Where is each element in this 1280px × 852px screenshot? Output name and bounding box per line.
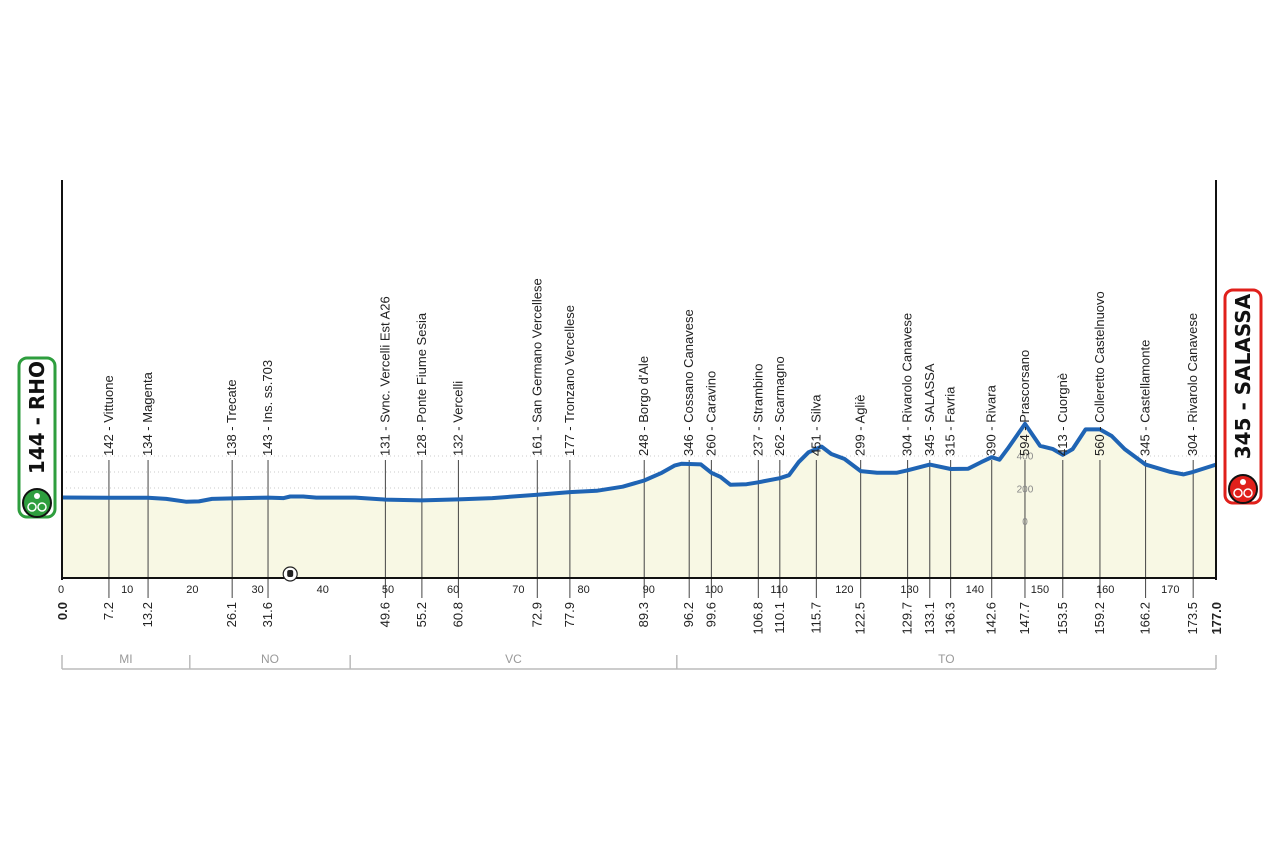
- cyclist-icon-wheel: [1243, 488, 1253, 498]
- profile-line: [61, 421, 1217, 504]
- waypoint-km: 60.8: [450, 602, 465, 627]
- waypoint-km: 106.8: [750, 602, 765, 635]
- waypoint-label: 262 - Scarmagno: [772, 356, 787, 456]
- waypoint-label: 390 - Rivara: [984, 384, 999, 456]
- waypoint-label: 304 - Rivarolo Canavese: [900, 313, 915, 456]
- waypoint-label: 304 - Rivarolo Canavese: [1185, 313, 1200, 456]
- y-tick-label: 200: [1017, 484, 1034, 495]
- waypoint-label: 132 - Vercelli: [450, 381, 465, 456]
- cyclist-icon-wheel: [37, 502, 47, 512]
- tunnel-icon-inner: [287, 570, 294, 577]
- waypoint-label: 131 - Svnc. Vercelli Est A26: [377, 296, 392, 456]
- x-tick-label: 140: [966, 584, 984, 596]
- waypoint-km: 77.9: [562, 602, 577, 627]
- waypoint-km: 49.6: [377, 602, 392, 627]
- x-tick-label: 30: [251, 584, 263, 596]
- waypoint-km: 129.7: [900, 602, 915, 635]
- x-tick-label: 50: [382, 584, 394, 596]
- cyclist-icon-wheel: [1233, 488, 1243, 498]
- waypoint-km: 99.6: [703, 602, 718, 627]
- waypoint-km: 115.7: [808, 602, 823, 634]
- region-label: MI: [119, 652, 132, 666]
- waypoint-label: 161 - San Germano Vercellese: [529, 278, 544, 456]
- waypoint-labels: 142 - Vittuone 7.2 134 - Magenta 13.2 138 - …: [101, 278, 1200, 634]
- waypoint-km: 72.9: [529, 602, 544, 627]
- waypoint-label: 134 - Magenta: [140, 371, 155, 456]
- waypoint-km: 136.3: [943, 602, 958, 635]
- waypoint-label: 138 - Trecate: [224, 379, 239, 456]
- y-tick-label: 400: [1017, 452, 1034, 463]
- region-label: VC: [505, 652, 522, 666]
- waypoint-km: 110.1: [772, 602, 787, 634]
- region-label: NO: [261, 652, 279, 666]
- waypoint-lines: [108, 460, 1194, 598]
- waypoint-km: 153.5: [1055, 602, 1070, 635]
- x-tick-label: 10: [121, 584, 133, 596]
- waypoint-label: 142 - Vittuone: [101, 375, 116, 456]
- waypoint-label: 128 - Ponte Fiume Sesia: [414, 312, 429, 456]
- x-tick-label: 160: [1096, 584, 1114, 596]
- waypoint-label: 413 - Cuorgnè: [1055, 373, 1070, 456]
- cyclist-icon-wheel: [27, 502, 37, 512]
- x-tick-label: 170: [1161, 584, 1179, 596]
- x-tick-label: 130: [900, 584, 918, 596]
- waypoint-km: 26.1: [224, 602, 239, 627]
- start-km: 0.0: [55, 602, 70, 620]
- waypoint-label: 315 - Favria: [943, 386, 958, 456]
- start-badge-label: 144 - RHO: [25, 361, 49, 474]
- waypoint-km: 89.3: [636, 602, 651, 627]
- waypoint-km: 133.1: [922, 602, 937, 635]
- x-tick-label: 20: [186, 584, 198, 596]
- waypoint-km: 7.2: [101, 602, 116, 620]
- waypoint-label: 346 - Cossano Canavese: [681, 309, 696, 456]
- waypoint-km: 96.2: [681, 602, 696, 627]
- finish-badge-label: 345 - SALASSA: [1231, 293, 1255, 459]
- waypoint-label: 345 - SALASSA: [922, 363, 937, 456]
- cyclist-icon-head: [34, 493, 40, 499]
- waypoint-label: 299 - Agliè: [853, 395, 868, 456]
- waypoint-label: 451 - Silva: [808, 394, 823, 456]
- profile-area: [62, 423, 1216, 578]
- waypoint-km: 55.2: [414, 602, 429, 627]
- x-tick-label: 150: [1031, 584, 1049, 596]
- x-tick-label: 0: [58, 584, 64, 596]
- waypoint-km: 142.6: [984, 602, 999, 635]
- waypoint-km: 166.2: [1138, 602, 1153, 635]
- x-tick-label: 40: [317, 584, 329, 596]
- waypoint-label: 143 - Ins. ss.703: [260, 360, 275, 456]
- region-band: MI NO VC TO: [61, 652, 1217, 670]
- badges: 144 - RHO 345 - SALASSA: [17, 288, 1263, 519]
- axes: 0 10 20 30 40 50 60 70 80 90 100 110 120 130 140 150 160…: [55, 180, 1224, 635]
- waypoint-label: 345 - Castellamonte: [1138, 340, 1153, 456]
- waypoint-km: 13.2: [140, 602, 155, 627]
- waypoint-km: 147.7: [1017, 602, 1032, 635]
- x-tick-label: 90: [643, 584, 655, 596]
- x-tick-label: 60: [447, 584, 459, 596]
- cyclist-icon-head: [1240, 479, 1246, 485]
- waypoint-label: 560 - Colleretto Castelnuovo: [1092, 291, 1107, 456]
- x-tick-label: 70: [512, 584, 524, 596]
- waypoint-km: 159.2: [1092, 602, 1107, 635]
- waypoint-km: 31.6: [260, 602, 275, 627]
- waypoint-label: 594 - Prascorsano: [1017, 350, 1032, 456]
- waypoint-label: 248 - Borgo d'Ale: [636, 356, 651, 456]
- waypoint-km: 173.5: [1185, 602, 1200, 635]
- x-tick-label: 100: [705, 584, 723, 596]
- x-tick-label: 80: [577, 584, 589, 596]
- region-label: TO: [938, 652, 954, 666]
- waypoint-label: 237 - Strambino: [750, 364, 765, 457]
- waypoint-label: 260 - Caravino: [703, 371, 718, 456]
- waypoint-km: 122.5: [853, 602, 868, 635]
- x-tick-label: 120: [835, 584, 853, 596]
- waypoint-label: 177 - Tronzano Vercellese: [562, 305, 577, 456]
- y-tick-label: 0: [1022, 517, 1028, 528]
- finish-km: 177.0: [1209, 602, 1224, 635]
- x-tick-label: 110: [770, 584, 788, 596]
